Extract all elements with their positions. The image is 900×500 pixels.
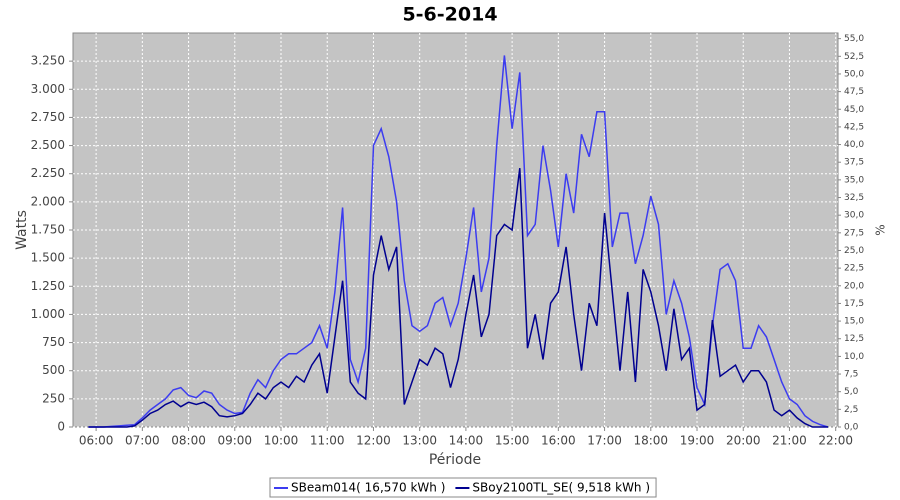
y2-tick-label: 12,5	[844, 334, 864, 344]
x-axis-label: Période	[429, 452, 481, 468]
x-tick-label: 09:00	[217, 434, 252, 448]
x-tick-label: 19:00	[680, 434, 715, 448]
legend-label: SBeam014( 16,570 kWh )	[291, 481, 445, 495]
y-tick-label: 1.250	[31, 279, 65, 293]
y2-tick-label: 35,0	[844, 175, 864, 185]
y-tick-label: 500	[42, 363, 65, 377]
y-tick-label: 1.750	[31, 223, 65, 237]
y-tick-label: 1.000	[31, 307, 65, 321]
y2-tick-label: 27,5	[844, 228, 864, 238]
y2-tick-label: 47,5	[844, 87, 864, 97]
x-tick-label: 22:00	[818, 434, 853, 448]
legend-label: SBoy2100TL_SE( 9,518 kWh )	[472, 481, 650, 495]
y-tick-label: 1.500	[31, 251, 65, 265]
y-tick-label: 0	[57, 420, 65, 434]
y-tick-label: 2.500	[31, 138, 65, 152]
x-tick-label: 20:00	[726, 434, 761, 448]
x-tick-label: 07:00	[125, 434, 160, 448]
y2-tick-label: 37,5	[844, 158, 864, 168]
y2-tick-label: 25,0	[844, 246, 864, 256]
chart-title: 5-6-2014	[402, 4, 497, 26]
y2-tick-label: 15,0	[844, 317, 864, 327]
y2-tick-label: 17,5	[844, 299, 864, 309]
x-tick-label: 21:00	[772, 434, 807, 448]
x-tick-label: 12:00	[356, 434, 391, 448]
x-tick-label: 10:00	[264, 434, 299, 448]
y2-tick-label: 52,5	[844, 52, 864, 62]
x-tick-label: 13:00	[402, 434, 437, 448]
y-tick-label: 3.000	[31, 82, 65, 96]
y2-tick-label: 30,0	[844, 211, 864, 221]
y2-tick-label: 50,0	[844, 69, 864, 79]
y2-tick-label: 40,0	[844, 140, 864, 150]
x-tick-label: 06:00	[79, 434, 114, 448]
y2-tick-label: 32,5	[844, 193, 864, 203]
y2-tick-label: 22,5	[844, 264, 864, 274]
y2-tick-label: 20,0	[844, 281, 864, 291]
y-axis-label: Watts	[14, 210, 30, 250]
x-tick-label: 18:00	[633, 434, 668, 448]
y2-tick-label: 5,0	[844, 387, 859, 397]
y-tick-label: 2.250	[31, 166, 65, 180]
x-tick-label: 08:00	[171, 434, 206, 448]
x-tick-label: 14:00	[449, 434, 484, 448]
y2-tick-label: 0,0	[844, 423, 859, 433]
y-tick-label: 250	[42, 391, 65, 405]
series-line	[88, 168, 828, 428]
y2-tick-label: 2,5	[844, 405, 858, 415]
x-tick-label: 17:00	[587, 434, 622, 448]
y2-tick-label: 7,5	[844, 370, 858, 380]
y2-tick-label: 45,0	[844, 105, 864, 115]
y2-tick-label: 10,0	[844, 352, 864, 362]
y-tick-label: 3.250	[31, 54, 65, 68]
y2-tick-label: 42,5	[844, 122, 864, 132]
x-tick-label: 15:00	[495, 434, 530, 448]
y-tick-label: 2.000	[31, 194, 65, 208]
y-tick-label: 2.750	[31, 110, 65, 124]
y2-tick-label: 55,0	[844, 34, 864, 44]
x-tick-label: 16:00	[541, 434, 576, 448]
x-tick-label: 11:00	[310, 434, 345, 448]
y2-axis-label: %	[874, 224, 888, 235]
y-tick-label: 750	[42, 335, 65, 349]
